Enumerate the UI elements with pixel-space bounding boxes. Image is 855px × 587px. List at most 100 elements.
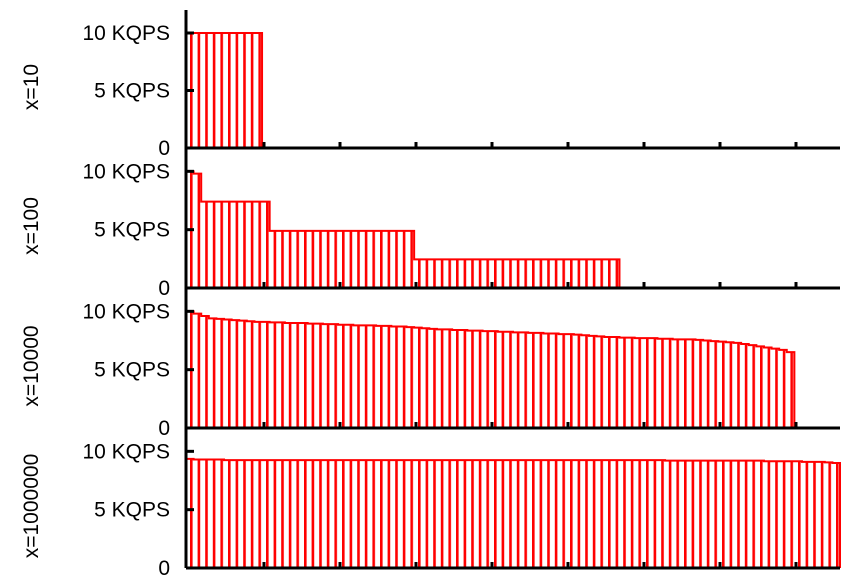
bar	[741, 344, 749, 428]
bar	[490, 259, 498, 288]
bar	[436, 329, 445, 428]
bar	[687, 460, 696, 568]
bar	[246, 201, 255, 288]
bar	[383, 460, 392, 568]
bar	[262, 321, 270, 428]
bar	[551, 259, 559, 288]
bar	[307, 323, 316, 428]
bar	[224, 460, 232, 568]
bar	[718, 341, 726, 428]
bar	[315, 460, 323, 568]
bar	[497, 460, 506, 568]
bar	[193, 173, 202, 288]
bar	[604, 460, 612, 568]
bar	[482, 259, 491, 288]
bar	[239, 33, 247, 148]
bar	[566, 334, 574, 428]
panel-label: x=1000000	[20, 454, 43, 559]
bar	[634, 460, 643, 568]
bar	[832, 463, 840, 568]
bar	[581, 460, 590, 568]
bar	[627, 337, 635, 428]
bar	[353, 230, 361, 288]
y-tick-label: 5 KQPS	[94, 80, 170, 103]
bar	[474, 259, 483, 288]
bar	[596, 259, 605, 288]
bar	[657, 338, 666, 428]
bar	[763, 347, 772, 428]
bar	[482, 460, 491, 568]
bar	[786, 461, 795, 568]
bar	[703, 460, 711, 568]
bar	[474, 460, 483, 568]
bar	[680, 460, 688, 568]
bar	[467, 460, 475, 568]
bar	[383, 230, 392, 288]
bar	[604, 259, 612, 288]
bar	[292, 230, 301, 288]
bar	[429, 328, 437, 428]
bar	[710, 460, 719, 568]
bar	[619, 337, 628, 428]
bar	[429, 259, 437, 288]
bar	[497, 331, 506, 428]
bar	[649, 338, 658, 428]
bar	[566, 460, 574, 568]
bar	[201, 316, 209, 428]
bar	[467, 259, 475, 288]
bar	[376, 460, 384, 568]
bar	[376, 325, 384, 428]
bar	[467, 330, 475, 428]
bar	[824, 462, 833, 568]
bar	[779, 461, 787, 568]
bar-outline	[185, 170, 621, 288]
bar	[360, 230, 369, 288]
bar	[300, 230, 308, 288]
bar	[436, 460, 445, 568]
bar	[558, 460, 567, 568]
bar	[763, 461, 772, 568]
bar	[216, 201, 225, 288]
bar	[269, 322, 278, 428]
bar-outline	[185, 310, 796, 428]
bar	[246, 321, 255, 428]
bar	[528, 332, 536, 428]
bar	[376, 230, 384, 288]
bar	[657, 460, 666, 568]
bar	[398, 460, 407, 568]
bar	[513, 460, 521, 568]
bar	[619, 460, 628, 568]
bar	[786, 352, 795, 428]
panel-label: x=100	[20, 197, 43, 255]
bar	[794, 461, 802, 568]
bar	[315, 230, 323, 288]
bar	[611, 337, 620, 428]
bar	[406, 460, 415, 568]
bar	[482, 331, 491, 428]
bar	[269, 460, 278, 568]
bar	[665, 338, 673, 428]
bar	[421, 460, 430, 568]
bar	[528, 259, 536, 288]
bar	[725, 342, 734, 428]
bar	[672, 339, 681, 428]
bar	[817, 461, 825, 568]
bar	[208, 318, 217, 428]
bar	[246, 33, 255, 148]
bar	[406, 327, 415, 428]
bar	[589, 335, 597, 428]
bar	[520, 259, 529, 288]
bar	[733, 342, 742, 428]
bar	[589, 259, 597, 288]
bar	[490, 460, 498, 568]
bar	[513, 332, 521, 428]
bar	[398, 326, 407, 428]
y-tick-label: 10 KQPS	[82, 300, 170, 323]
bar	[391, 326, 399, 428]
bar	[513, 259, 521, 288]
bar	[186, 458, 194, 568]
bar	[596, 336, 605, 428]
bar	[292, 460, 301, 568]
y-tick-label: 0	[158, 417, 170, 440]
